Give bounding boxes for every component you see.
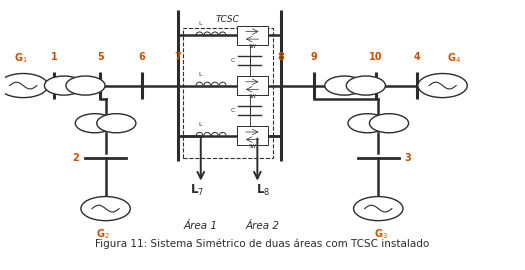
Circle shape bbox=[348, 114, 387, 133]
Text: SW: SW bbox=[248, 94, 256, 99]
Text: L: L bbox=[198, 122, 202, 127]
Text: L: L bbox=[198, 72, 202, 76]
Circle shape bbox=[418, 73, 467, 98]
Text: 8: 8 bbox=[277, 52, 284, 62]
Circle shape bbox=[45, 76, 83, 95]
Text: SW: SW bbox=[248, 144, 256, 149]
Text: SW: SW bbox=[248, 44, 256, 49]
Circle shape bbox=[66, 76, 105, 95]
Text: L$_8$: L$_8$ bbox=[256, 183, 271, 198]
Text: Área 2: Área 2 bbox=[246, 221, 279, 231]
Text: 10: 10 bbox=[369, 52, 382, 62]
Text: L: L bbox=[198, 21, 202, 26]
Text: C: C bbox=[231, 58, 235, 63]
Circle shape bbox=[0, 73, 48, 98]
Circle shape bbox=[97, 114, 136, 133]
Text: G$_4$: G$_4$ bbox=[447, 51, 461, 65]
Text: TCSC: TCSC bbox=[216, 15, 240, 24]
Text: 5: 5 bbox=[97, 52, 104, 62]
Text: G$_2$: G$_2$ bbox=[96, 227, 110, 241]
Circle shape bbox=[75, 114, 114, 133]
Text: 6: 6 bbox=[138, 52, 145, 62]
Circle shape bbox=[346, 76, 385, 95]
Circle shape bbox=[353, 197, 403, 221]
Text: C: C bbox=[231, 108, 235, 113]
Bar bbox=[237, 26, 268, 45]
Bar bbox=[237, 76, 268, 95]
Text: G$_1$: G$_1$ bbox=[14, 51, 27, 65]
Bar bbox=[237, 126, 268, 145]
Text: Figura 11: Sistema Simétrico de duas áreas com TCSC instalado: Figura 11: Sistema Simétrico de duas áre… bbox=[96, 238, 429, 249]
Text: 3: 3 bbox=[405, 153, 412, 163]
Circle shape bbox=[325, 76, 364, 95]
Text: 7: 7 bbox=[174, 52, 181, 62]
Circle shape bbox=[81, 197, 130, 221]
Text: Área 1: Área 1 bbox=[184, 221, 218, 231]
Text: G$_3$: G$_3$ bbox=[374, 227, 388, 241]
Text: 2: 2 bbox=[72, 153, 79, 163]
Bar bbox=[183, 28, 273, 158]
Text: 1: 1 bbox=[51, 52, 58, 62]
Text: L$_7$: L$_7$ bbox=[190, 183, 204, 198]
Text: 4: 4 bbox=[414, 52, 420, 62]
Circle shape bbox=[370, 114, 408, 133]
Text: 9: 9 bbox=[311, 52, 317, 62]
